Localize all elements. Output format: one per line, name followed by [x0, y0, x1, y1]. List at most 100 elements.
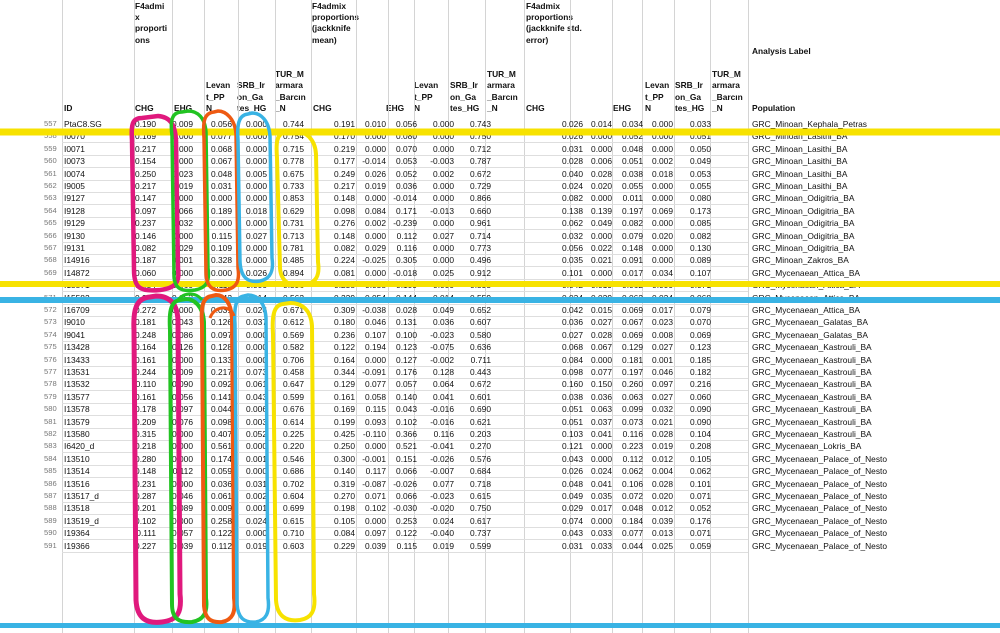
table-row[interactable]: 561 I0074 0.250 0.023 0.048 0.005 0.675 0.249 0.…: [0, 168, 1000, 181]
value-cell: 0.595: [470, 280, 491, 291]
row-number[interactable]: 558: [44, 131, 57, 141]
population-cell: GRC_Minoan_Odigitria_BA: [752, 205, 855, 216]
value-cell: 0.066: [396, 491, 417, 501]
table-row[interactable]: 567 I9131 0.082 0.029 0.109 0.000 0.781 0.082 0.…: [0, 242, 1000, 255]
row-number[interactable]: 574: [44, 329, 57, 339]
row-number[interactable]: 561: [44, 168, 57, 178]
table-row[interactable]: 572 I16709 0.272 0.000 0.031 0.026 0.671 0.309-…: [0, 304, 1000, 317]
table-row[interactable]: 590 I19364 0.111 0.057 0.122 0.000 0.710 0.084 0…: [0, 527, 1000, 541]
table-row[interactable]: 584 I13510 0.280 0.000 0.174 0.001 0.546 0.300-…: [0, 453, 1000, 466]
value-cell: 0.115: [396, 540, 417, 551]
value-cell: 0.713: [283, 230, 304, 241]
row-number[interactable]: 557: [44, 119, 57, 128]
row-number[interactable]: 567: [44, 243, 57, 252]
row-number[interactable]: 591: [44, 540, 57, 550]
table-row[interactable]: 564 I9128 0.097 0.066 0.189 0.018 0.629 0.098 0.…: [0, 205, 1000, 218]
table-row[interactable]: 582 I13580 0.315 0.000 0.407 0.052 0.225 0.425-…: [0, 428, 1000, 441]
gridline-horizontal: [62, 340, 748, 342]
table-row[interactable]: 588 I13518 0.201 0.089 0.009 0.001 0.699 0.198 0…: [0, 502, 1000, 516]
table-row[interactable]: 560 I0073 0.154 0.000 0.067 0.000 0.778 0.177 -0…: [0, 155, 1000, 169]
value-cell: 0.033: [591, 528, 612, 539]
table-row[interactable]: 557 PtaC8.SG 0.190 0.009 0.056 0.000 0.744 0.19…: [0, 118, 1000, 131]
table-row[interactable]: 578 I13532 0.110 0.090 0.092 0.061 0.647 0.129 0…: [0, 378, 1000, 392]
row-number[interactable]: 575: [44, 342, 57, 352]
row-number[interactable]: 584: [44, 453, 57, 463]
row-number[interactable]: 583: [44, 441, 57, 451]
table-row[interactable]: 574 I9041 0.248 0.086 0.097 0.000 0.569 0.236 0.…: [0, 329, 1000, 342]
table-row[interactable]: 573 I9010 0.181 0.043 0.126 0.037 0.612 0.180 0.…: [0, 316, 1000, 330]
row-number[interactable]: 559: [44, 143, 57, 153]
row-number[interactable]: 563: [44, 193, 57, 203]
table-row[interactable]: 568 I14916 0.187 0.001 0.328 0.000 0.485 0.224-…: [0, 254, 1000, 268]
table-row[interactable]: 580 I13578 0.178 0.097 0.044 0.006 0.676 0.169 0…: [0, 403, 1000, 417]
value-cell: 0.000: [591, 453, 612, 464]
table-row[interactable]: 586 I13516 0.231 0.000 0.036 0.031 0.702 0.319-…: [0, 478, 1000, 491]
header-line: on_Ga: [450, 91, 477, 102]
header-levant-ppn-3: Levan t_PP N: [645, 80, 669, 114]
value-cell: 0.098: [211, 416, 232, 427]
table-row[interactable]: 566 I9130 0.146 0.000 0.115 0.027 0.713 0.148 0.…: [0, 230, 1000, 243]
table-row[interactable]: 577 I13531 0.244 0.009 0.217 0.073 0.458 0.344-…: [0, 366, 1000, 379]
row-number[interactable]: 569: [44, 267, 57, 277]
value-cell: 0.012: [652, 453, 673, 464]
table-row[interactable]: 587 I13517_d 0.287 0.046 0.061 0.002 0.604 0.27…: [0, 490, 1000, 503]
table-row[interactable]: 570 I15571 0.234 0.060 0.110 0.000 0.596 0.238 0…: [0, 279, 1000, 293]
row-number[interactable]: 560: [44, 156, 57, 166]
row-number[interactable]: 579: [44, 391, 57, 401]
row-number[interactable]: 588: [44, 503, 57, 513]
value-cell: 0.164: [135, 342, 156, 353]
table-row[interactable]: 585 I13514 0.148 0.112 0.059 0.000 0.686 0.140 0…: [0, 465, 1000, 479]
value-cell: 0.032: [172, 218, 193, 229]
row-number[interactable]: 568: [44, 255, 57, 265]
table-row[interactable]: 591 I19366 0.227 0.039 0.112 0.019 0.603 0.229 0…: [0, 540, 1000, 553]
row-number[interactable]: 564: [44, 205, 57, 215]
table-row[interactable]: 558 I0070 0.169 0.000 0.077 0.000 0.754 0.170 0.…: [0, 130, 1000, 144]
gridline-horizontal: [62, 477, 748, 479]
table-row[interactable]: 571 I15582 0.229 0.053 0.142 0.014 0.562 0.229 0…: [0, 292, 1000, 305]
row-number[interactable]: 578: [44, 379, 57, 389]
value-cell: 0.026: [562, 131, 583, 142]
value-cell: 0.000: [246, 156, 267, 167]
value-cell: 0.056: [396, 119, 417, 129]
table-row[interactable]: 589 I13519_d 0.102 0.000 0.258 0.024 0.615 0.10…: [0, 515, 1000, 528]
value-cell: 0.049: [591, 218, 612, 229]
table-row[interactable]: 579 I13577 0.161 0.056 0.141 0.043 0.599 0.161 0…: [0, 391, 1000, 404]
table-row[interactable]: 581 I13579 0.209 0.076 0.098 0.003 0.614 0.199 0…: [0, 416, 1000, 429]
table-row[interactable]: 562 I9005 0.217 0.019 0.031 0.000 0.733 0.217 0.…: [0, 180, 1000, 193]
row-number[interactable]: 562: [44, 181, 57, 190]
value-cell: 0.000: [246, 143, 267, 154]
row-number[interactable]: 577: [44, 367, 57, 376]
table-row[interactable]: 559 I0071 0.217 0.000 0.068 0.000 0.715 0.219 0.…: [0, 143, 1000, 156]
value-cell: 0.131: [396, 317, 417, 328]
population-cell: GRC_Mycenaean_Lokris_BA: [752, 441, 862, 452]
row-number[interactable]: 566: [44, 230, 57, 240]
table-row[interactable]: 569 I14872 0.060 0.000 0.000 0.026 0.894 0.081 0…: [0, 267, 1000, 280]
row-number[interactable]: 571: [44, 292, 57, 302]
value-cell: 0.001: [652, 354, 673, 365]
row-number[interactable]: 570: [44, 280, 57, 290]
row-number[interactable]: 585: [44, 466, 57, 476]
row-number[interactable]: 572: [44, 305, 57, 314]
table-row[interactable]: 576 I13433 0.161 0.000 0.133 0.000 0.706 0.164 0…: [0, 354, 1000, 367]
value-cell: 0.148: [334, 230, 355, 241]
row-number[interactable]: 580: [44, 404, 57, 414]
table-row[interactable]: 565 I9129 0.237 0.032 0.000 0.000 0.731 0.276 0.…: [0, 217, 1000, 231]
row-number[interactable]: 587: [44, 491, 57, 500]
population-cell: GRC_Mycenaean_Kastrouli_BA: [752, 379, 872, 390]
table-row[interactable]: 583 I6420_d 0.218 0.000 0.561 0.000 0.220 0.250…: [0, 440, 1000, 454]
gridline-horizontal: [62, 378, 748, 379]
row-number[interactable]: 573: [44, 317, 57, 327]
table-row[interactable]: 575 I13428 0.164 0.126 0.128 0.000 0.582 0.122 0…: [0, 341, 1000, 355]
row-number[interactable]: 586: [44, 478, 57, 488]
row-number[interactable]: 590: [44, 528, 57, 538]
row-number[interactable]: 589: [44, 515, 57, 525]
row-number[interactable]: 576: [44, 354, 57, 364]
table-row[interactable]: 563 I9127 0.147 0.000 0.000 0.000 0.853 0.148 0.…: [0, 192, 1000, 206]
value-cell: 0.041: [591, 429, 612, 439]
row-number[interactable]: 582: [44, 429, 57, 438]
value-cell: 0.024: [652, 292, 673, 303]
gridline-vertical: [748, 0, 749, 633]
row-number[interactable]: 565: [44, 218, 57, 228]
value-cell: 0.028: [562, 156, 583, 167]
row-number[interactable]: 581: [44, 416, 57, 426]
